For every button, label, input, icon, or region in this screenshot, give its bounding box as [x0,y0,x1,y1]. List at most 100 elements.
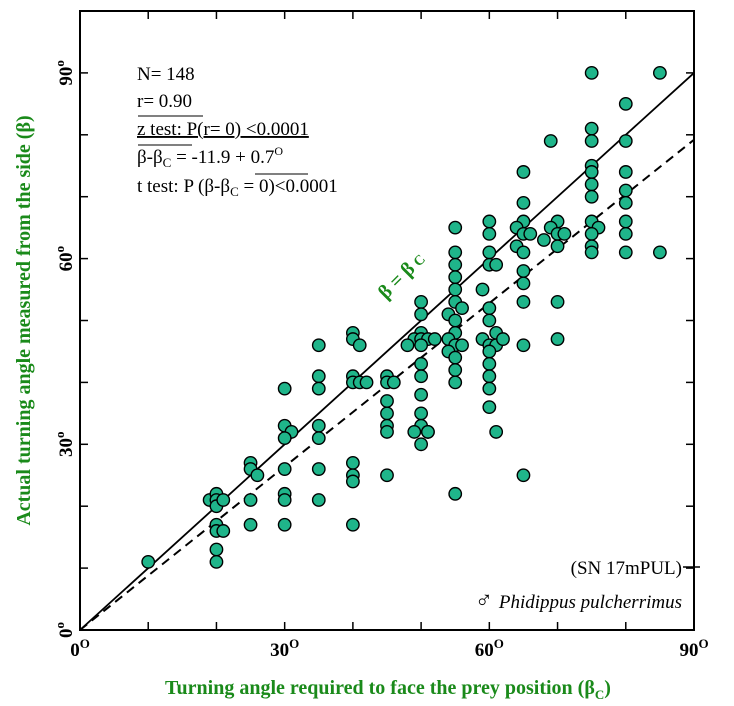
data-point [448,270,463,285]
data-point [584,177,599,192]
data-point [482,400,497,415]
data-point [448,220,463,235]
data-point [516,276,531,291]
data-point [380,406,394,421]
data-point [482,214,497,229]
data-point [482,369,497,384]
data-point [482,313,497,328]
data-point [482,344,497,359]
data-point [243,493,258,507]
data-point [345,474,360,489]
data-point [584,121,599,136]
male-symbol-icon: ♂ [475,588,499,614]
data-point [584,245,599,260]
data-point [482,226,497,241]
data-point [516,264,531,278]
y-tick-label: 0o [52,622,77,638]
data-point [550,332,565,346]
x-tick-label: 90O [679,636,708,661]
data-point [618,245,633,260]
data-point [400,338,415,353]
data-point [550,295,565,309]
data-point [414,387,429,402]
data-point [516,295,531,309]
stat-r: r= 0.90 [137,91,192,112]
data-point [584,189,599,204]
data-point [407,425,422,439]
data-point [277,381,292,396]
data-point [345,455,360,470]
data-point [516,468,531,483]
data-point [311,338,326,353]
data-point [141,555,156,569]
data-point [550,239,565,254]
data-point [618,214,633,229]
data-point [448,245,463,260]
data-point [380,425,394,439]
y-tick-label: 60o [52,246,77,272]
data-point [516,195,531,210]
data-point [277,493,292,507]
data-point [448,363,463,377]
data-point [584,66,599,80]
data-point [311,418,326,433]
data-point [482,356,497,371]
data-point [277,462,292,476]
y-axis-title: Actual turning angle measured from the s… [13,115,35,525]
data-point [618,183,633,198]
data-point [277,431,292,446]
data-point [489,257,504,272]
x-tick-label: 60O [475,636,504,661]
data-point [584,134,599,148]
data-point [516,245,531,260]
data-point [618,195,633,210]
data-point [352,338,367,353]
data-point [414,437,429,452]
data-point [243,517,258,532]
data-point [448,313,463,328]
data-point [482,245,497,260]
data-point [448,282,463,297]
x-axis-title: Turning angle required to face the prey … [165,677,611,702]
species-label: ♂ Phidippus pulcherrimus [475,588,682,614]
data-point [516,165,531,179]
stat-ttest: t test: P (β-βC = 0)<0.0001 [137,176,338,199]
data-point [482,381,497,396]
data-point [618,165,633,179]
y-tick-label: 90o [52,60,77,86]
data-point [216,493,231,507]
data-point [523,226,538,241]
data-point [345,517,360,532]
stat-n: N= 148 [137,64,195,85]
data-point [311,381,326,396]
stat-diff: β-βC = -11.9 + 0.7O [137,144,283,170]
data-point [448,375,463,390]
data-point [380,468,394,483]
data-point [311,431,326,446]
data-point [652,66,667,80]
data-point [537,233,551,247]
data-point [496,332,510,346]
data-point [543,134,558,148]
data-point [380,394,394,408]
data-point [414,338,429,353]
data-point [482,301,497,316]
data-point [421,425,435,439]
data-point [584,165,599,179]
x-tick-label: 0O [70,636,90,661]
data-point [311,369,326,384]
data-point [448,257,463,272]
data-point [359,375,374,390]
data-point [216,524,231,538]
data-point [448,486,463,501]
data-point [250,468,265,483]
data-point [618,226,633,241]
data-point [414,406,429,421]
data-point [618,134,633,148]
data-point [455,338,469,353]
data-point [448,350,463,365]
data-point [414,295,429,309]
data-point [209,542,224,557]
data-point [455,301,469,316]
data-point [277,517,292,532]
